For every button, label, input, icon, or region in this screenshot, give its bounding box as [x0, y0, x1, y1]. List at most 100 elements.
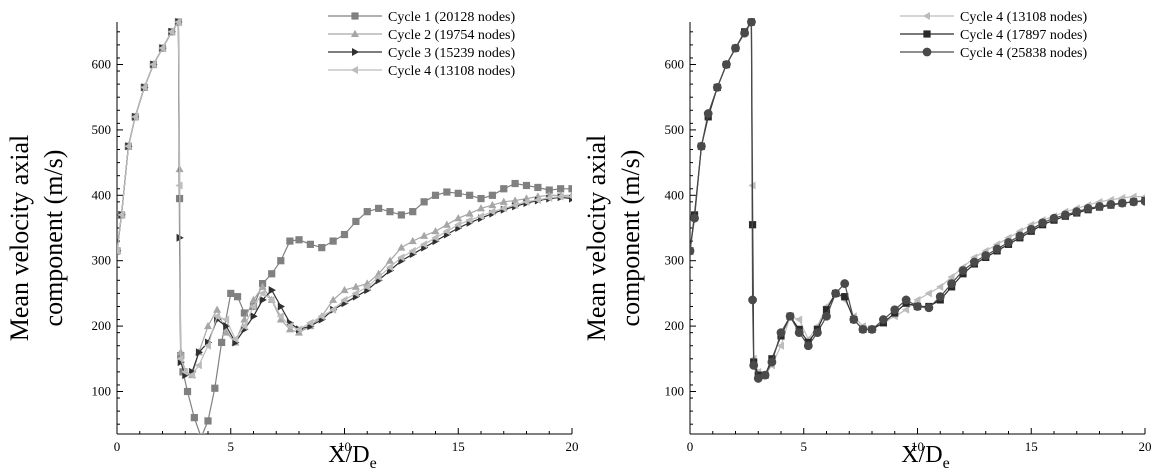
- data-point: [867, 324, 877, 334]
- data-point: [211, 384, 219, 392]
- data-point: [249, 302, 257, 311]
- data-point: [747, 18, 756, 27]
- data-point: [831, 288, 840, 298]
- data-point: [363, 208, 371, 216]
- data-point: [223, 322, 231, 331]
- data-point: [557, 185, 565, 193]
- data-point: [924, 289, 932, 298]
- data-point: [329, 237, 337, 245]
- data-point: [197, 433, 205, 434]
- data-point: [386, 208, 394, 216]
- data-point: [488, 191, 496, 199]
- data-point: [454, 213, 463, 222]
- data-point: [936, 282, 944, 291]
- data-point: [567, 194, 572, 199]
- data-point: [213, 305, 222, 313]
- data-point: [465, 209, 474, 217]
- data-point: [277, 257, 285, 265]
- data-point: [397, 253, 405, 262]
- series-line: [690, 20, 1145, 376]
- data-point: [1026, 224, 1036, 234]
- legend-entry: Cycle 4 (17897 nodes): [960, 28, 1087, 43]
- y-tick-label: 600: [92, 57, 112, 72]
- x-tick-label: 20: [566, 439, 579, 454]
- data-point: [499, 197, 508, 205]
- data-point: [218, 338, 226, 347]
- data-point: [351, 289, 359, 298]
- data-point: [317, 312, 325, 321]
- data-point: [947, 279, 957, 288]
- data-point: [760, 370, 770, 380]
- data-point: [476, 212, 484, 221]
- data-point: [158, 44, 166, 53]
- data-point: [176, 354, 184, 363]
- data-point: [181, 367, 189, 376]
- data-point: [878, 315, 888, 324]
- x-tick-label: 5: [801, 439, 808, 454]
- x-axis-label-main: X/D: [901, 442, 942, 468]
- data-point: [465, 216, 473, 225]
- data-point: [776, 341, 784, 350]
- data-point: [374, 273, 382, 282]
- data-point: [803, 341, 813, 351]
- data-point: [268, 286, 276, 295]
- x-tick-label: 0: [687, 439, 694, 454]
- data-point: [1060, 210, 1070, 220]
- data-point: [117, 246, 120, 255]
- data-point: [276, 315, 285, 323]
- data-point: [442, 227, 450, 236]
- data-point: [294, 325, 302, 334]
- data-point: [454, 220, 462, 229]
- data-point: [194, 361, 202, 370]
- y-tick-label: 300: [92, 253, 112, 268]
- data-point: [340, 230, 349, 239]
- data-point: [277, 302, 285, 311]
- data-point: [212, 312, 221, 321]
- data-point: [992, 244, 1002, 254]
- data-point: [785, 311, 795, 321]
- chart-right: 0 5 10 15 20 100 200 300 400 500 600 Mean velocity …: [582, 10, 1152, 469]
- data-point: [443, 188, 451, 196]
- data-point: [935, 292, 945, 302]
- x-tick-label: 0: [114, 439, 121, 454]
- data-point: [522, 197, 530, 206]
- x-tick-label: 10: [338, 439, 351, 454]
- y-tick-label: 100: [665, 383, 685, 398]
- data-point: [267, 295, 275, 304]
- data-point: [749, 360, 759, 370]
- y-tick-label: 600: [665, 57, 685, 72]
- data-point: [510, 201, 519, 210]
- data-point: [511, 179, 519, 188]
- data-point: [712, 82, 722, 92]
- data-point: [822, 311, 831, 321]
- y-tick-label: 500: [92, 122, 112, 137]
- x-axis-label-subscript: e: [370, 455, 377, 469]
- data-point: [840, 279, 850, 288]
- data-point: [174, 18, 182, 26]
- plot-area: [117, 18, 572, 434]
- data-point: [352, 217, 360, 226]
- series-line: [690, 20, 1145, 376]
- data-point: [522, 181, 531, 190]
- data-point: [488, 207, 496, 216]
- data-point: [813, 328, 822, 338]
- data-point: [431, 233, 439, 242]
- data-point: [233, 293, 242, 301]
- x-tick-label: 20: [1139, 439, 1152, 454]
- data-point: [195, 348, 204, 357]
- data-point: [500, 185, 508, 193]
- data-point: [149, 60, 157, 69]
- data-point: [703, 109, 713, 118]
- plot-area: [690, 18, 1145, 383]
- data-point: [222, 328, 231, 336]
- data-point: [890, 305, 900, 315]
- data-point: [187, 371, 196, 380]
- data-point: [534, 183, 542, 192]
- data-point: [386, 256, 394, 264]
- data-point: [545, 193, 553, 202]
- data-point: [533, 195, 541, 204]
- y-axis-label: Mean velocity axial: [5, 135, 34, 341]
- data-point: [913, 302, 922, 311]
- data-point: [375, 204, 383, 212]
- chart-left: 0 5 10 15 20 100 200 300 400 500 600 Mean velocity …: [5, 10, 579, 469]
